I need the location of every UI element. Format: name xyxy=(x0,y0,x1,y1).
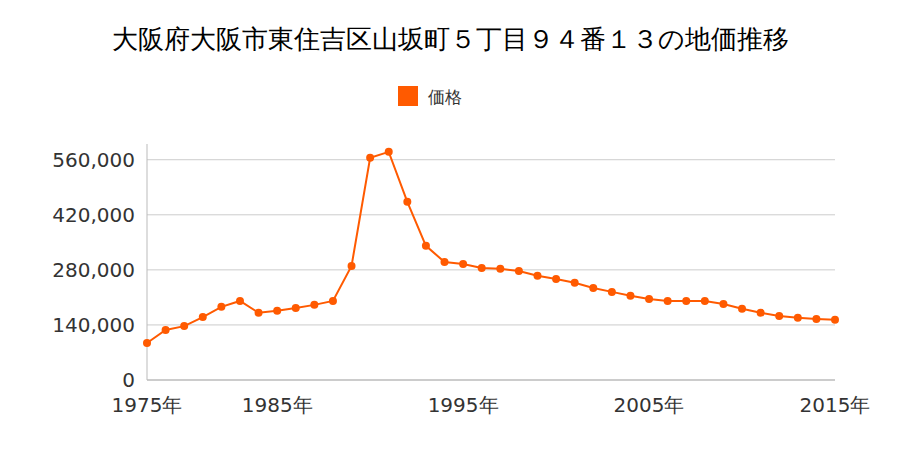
point xyxy=(459,260,467,268)
y-tick-label: 420,000 xyxy=(52,203,135,227)
x-tick-label: 1995年 xyxy=(428,393,499,417)
point xyxy=(348,262,356,270)
point xyxy=(757,309,765,317)
point xyxy=(608,288,616,296)
line xyxy=(147,152,835,343)
point xyxy=(626,292,634,300)
point xyxy=(478,264,486,272)
point xyxy=(533,272,541,280)
point xyxy=(162,326,170,334)
point xyxy=(589,284,597,292)
point xyxy=(255,309,263,317)
point xyxy=(403,198,411,206)
point xyxy=(180,322,188,330)
x-tick-label: 2005年 xyxy=(614,393,685,417)
point xyxy=(831,316,839,324)
point xyxy=(422,242,430,250)
chart: 大阪府大阪市東住吉区山坂町５丁目９４番１３の地価推移価格 0 140,000 280,… xyxy=(0,0,900,450)
x-tick-label: 1975年 xyxy=(112,393,183,417)
point xyxy=(441,258,449,266)
point xyxy=(571,279,579,287)
point xyxy=(794,314,802,322)
y-tick-label: 140,000 xyxy=(52,313,135,337)
point xyxy=(143,339,151,347)
grid-line xyxy=(147,380,835,381)
point xyxy=(310,301,318,309)
point xyxy=(664,297,672,305)
point xyxy=(775,312,783,320)
x-tick-label: 2015年 xyxy=(800,393,871,417)
point xyxy=(682,297,690,305)
grid-line xyxy=(147,214,835,215)
grid-line xyxy=(147,159,835,160)
legend-label: 価格 xyxy=(428,87,462,107)
x-tick-label: 1985年 xyxy=(242,393,313,417)
plot-area xyxy=(143,148,839,347)
title: 大阪府大阪市東住吉区山坂町５丁目９４番１３の地価推移 xyxy=(112,24,789,54)
point xyxy=(738,305,746,313)
point xyxy=(217,303,225,311)
point xyxy=(719,300,727,308)
point xyxy=(273,307,281,315)
point xyxy=(199,313,207,321)
y-tick-label: 0 xyxy=(122,368,135,392)
point xyxy=(701,297,709,305)
grid-line xyxy=(147,269,835,270)
point xyxy=(366,154,374,162)
point xyxy=(645,295,653,303)
point xyxy=(236,297,244,305)
point xyxy=(292,304,300,312)
grid-line xyxy=(147,324,835,325)
legend-swatch xyxy=(398,86,418,106)
point xyxy=(385,148,393,156)
point xyxy=(329,297,337,305)
y-tick-label: 560,000 xyxy=(52,148,135,172)
y-tick-label: 280,000 xyxy=(52,258,135,282)
point xyxy=(812,315,820,323)
point xyxy=(552,275,560,283)
point xyxy=(515,267,523,275)
point xyxy=(496,265,504,273)
